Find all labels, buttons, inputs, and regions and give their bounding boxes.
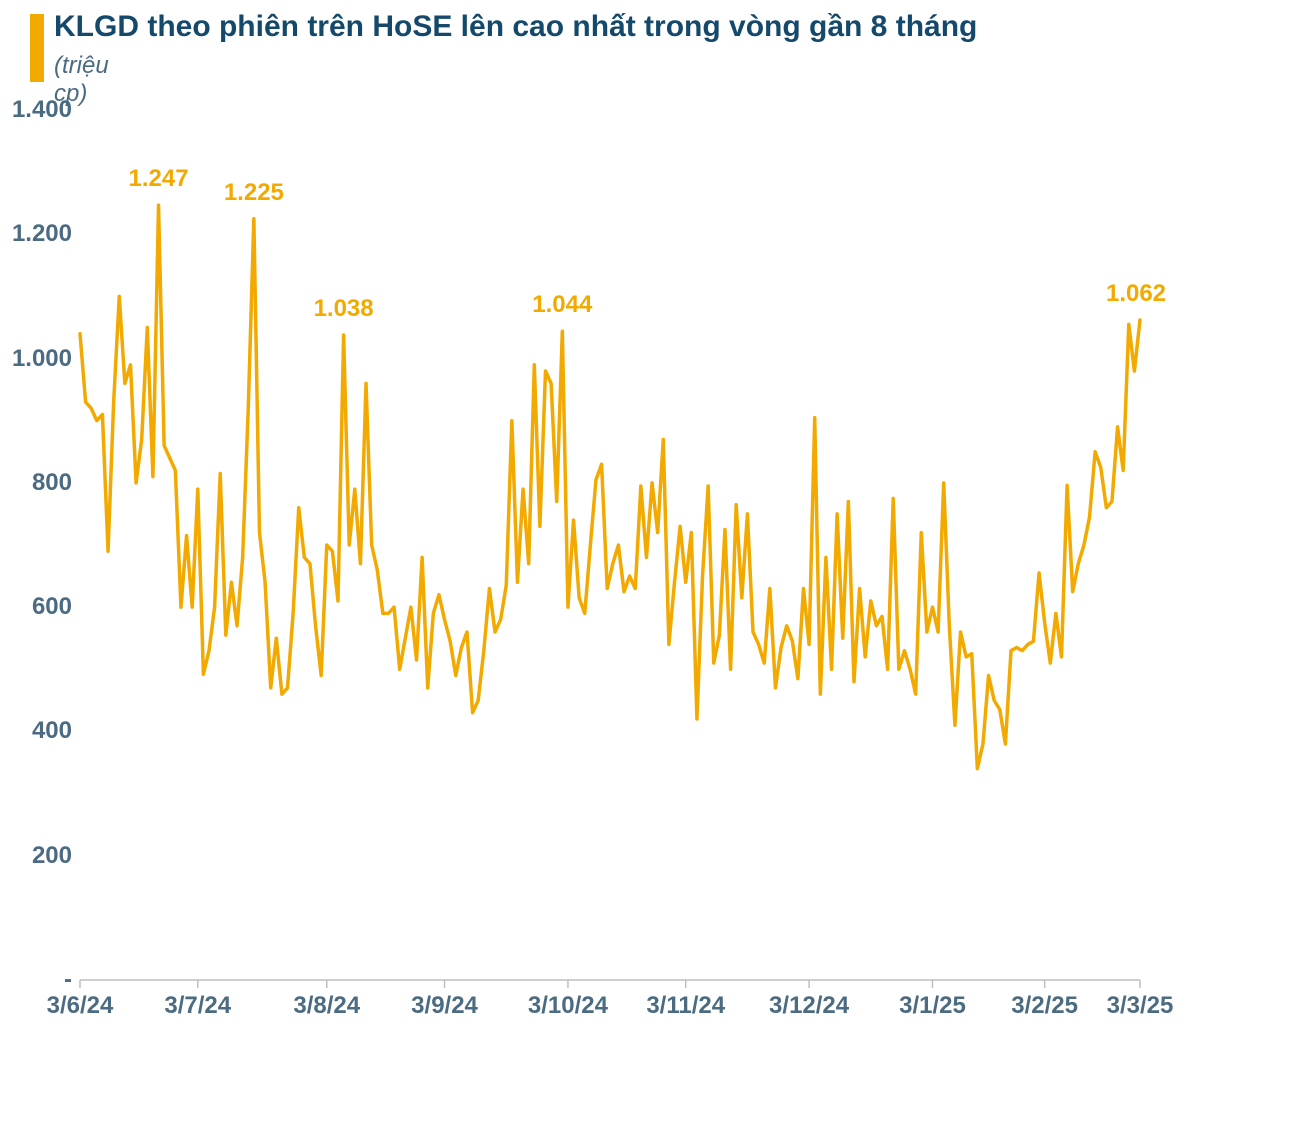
x-tick-label: 3/11/24 [646,992,725,1020]
x-tick-label: 3/10/24 [528,992,608,1020]
y-tick-label: 1.200 [2,220,72,248]
y-tick-label: 600 [2,593,72,621]
y-tick-label: 1.000 [2,345,72,373]
y-tick-label: 800 [2,469,72,497]
y-tick-label: - [2,966,72,994]
volume-line [80,205,1140,769]
x-tick-label: 3/2/25 [1011,992,1078,1020]
peak-label: 1.044 [532,291,592,319]
y-tick-label: 1.400 [2,96,72,124]
peak-label: 1.247 [128,165,188,193]
y-tick-label: 400 [2,717,72,745]
x-tick-label: 3/6/24 [47,992,114,1020]
chart-svg [0,0,1290,1148]
peak-label: 1.062 [1106,280,1166,308]
chart-container: KLGD theo phiên trên HoSE lên cao nhất t… [0,0,1290,1148]
x-tick-label: 3/3/25 [1107,992,1174,1020]
x-tick-label: 3/1/25 [899,992,966,1020]
x-tick-label: 3/9/24 [411,992,478,1020]
peak-label: 1.225 [224,179,284,207]
x-tick-label: 3/7/24 [164,992,231,1020]
peak-label: 1.038 [314,295,374,323]
x-tick-label: 3/8/24 [293,992,360,1020]
y-tick-label: 200 [2,842,72,870]
x-tick-label: 3/12/24 [769,992,849,1020]
